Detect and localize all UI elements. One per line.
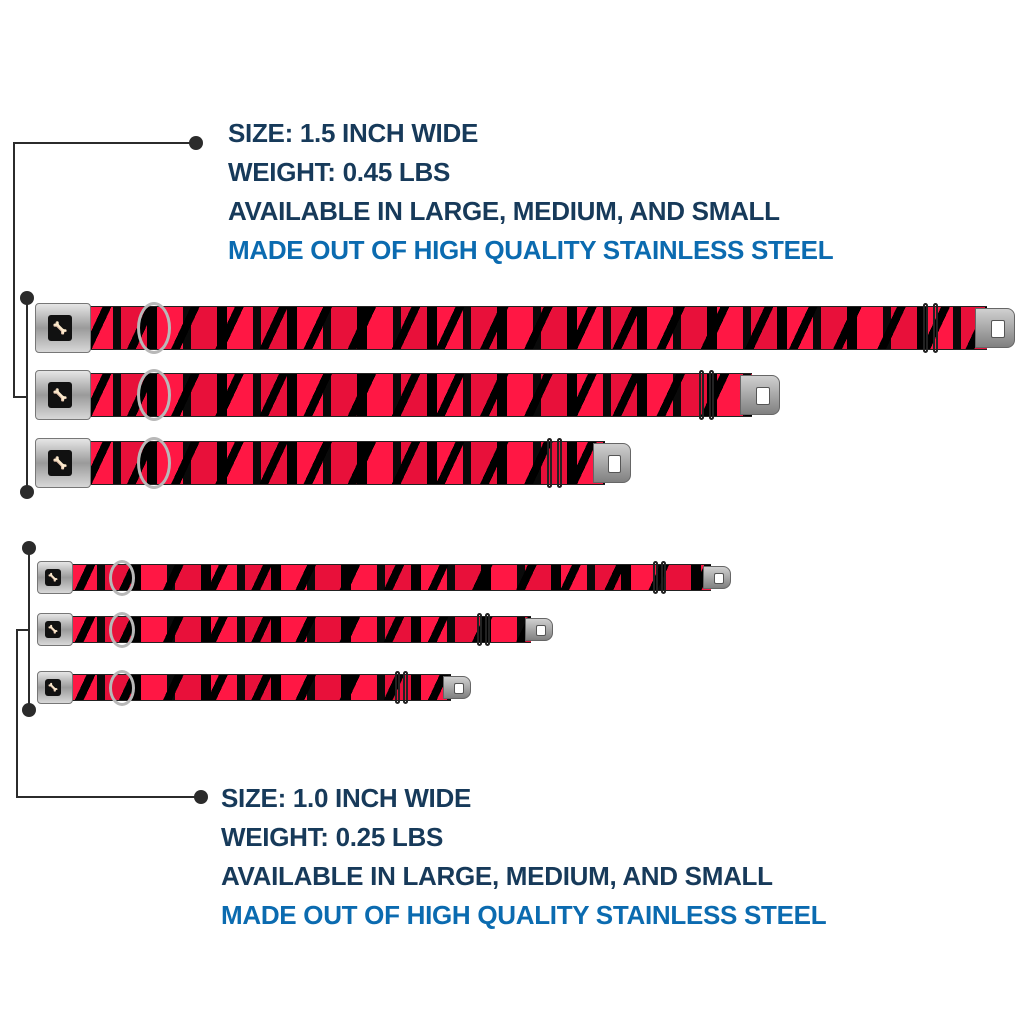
wide-collar-specs: SIZE: 1.5 INCH WIDE WEIGHT: 0.45 LBS AVA… (228, 114, 834, 270)
collar-keeper (395, 671, 400, 704)
connector-dot (20, 485, 34, 499)
collar-strap (71, 564, 711, 591)
collar-buckle: 🦴 (35, 303, 91, 353)
connector-dot (189, 136, 203, 150)
bone-icon: 🦴 (45, 568, 61, 587)
collar-keeper (923, 303, 928, 353)
spec-availability: AVAILABLE IN LARGE, MEDIUM, AND SMALL (221, 861, 773, 891)
collar-keeper (485, 613, 490, 646)
collar-buckle-tab (975, 308, 1015, 348)
collar-keeper (477, 613, 482, 646)
collar-keeper (547, 438, 552, 488)
collar-buckle: 🦴 (37, 671, 73, 704)
d-ring (109, 612, 135, 648)
connector-line (26, 298, 28, 492)
bone-icon: 🦴 (45, 620, 61, 639)
connector-line (16, 796, 200, 798)
connector-dot (20, 291, 34, 305)
spec-size: SIZE: 1.0 INCH WIDE (221, 783, 471, 813)
collar-keeper (403, 671, 408, 704)
d-ring (137, 437, 171, 489)
collar-buckle-tab (525, 618, 553, 641)
spec-material: MADE OUT OF HIGH QUALITY STAINLESS STEEL (221, 900, 827, 930)
narrow-collar-small: 🦴 (37, 670, 471, 706)
collar-buckle: 🦴 (37, 561, 73, 594)
connector-line (28, 548, 30, 710)
spec-availability: AVAILABLE IN LARGE, MEDIUM, AND SMALL (228, 196, 780, 226)
collar-strap (87, 306, 987, 350)
collar-keeper (661, 561, 666, 594)
connector-dot (22, 541, 36, 555)
collar-strap (71, 616, 531, 643)
connector-line (13, 142, 195, 144)
connector-dot (22, 703, 36, 717)
narrow-collar-large: 🦴 (37, 560, 731, 596)
connector-line (16, 629, 18, 798)
spec-size: SIZE: 1.5 INCH WIDE (228, 118, 478, 148)
wide-collar-small: 🦴 (35, 437, 631, 489)
collar-buckle-tab (740, 375, 780, 415)
collar-keeper (699, 370, 704, 420)
collar-buckle-tab (443, 676, 471, 699)
narrow-collar-specs: SIZE: 1.0 INCH WIDE WEIGHT: 0.25 LBS AVA… (221, 779, 827, 935)
collar-strap (87, 373, 752, 417)
d-ring (109, 560, 135, 596)
spec-weight: WEIGHT: 0.25 LBS (221, 822, 444, 852)
collar-buckle: 🦴 (37, 613, 73, 646)
wide-collar-medium: 🦴 (35, 369, 780, 421)
collar-keeper (557, 438, 562, 488)
collar-keeper (933, 303, 938, 353)
bone-icon: 🦴 (47, 449, 73, 477)
connector-dot (194, 790, 208, 804)
narrow-collar-medium: 🦴 (37, 612, 553, 648)
connector-line (13, 396, 28, 398)
collar-strap (87, 441, 605, 485)
connector-line (16, 629, 29, 631)
collar-buckle: 🦴 (35, 438, 91, 488)
bone-icon: 🦴 (45, 678, 61, 697)
collar-buckle-tab (703, 566, 731, 589)
collar-buckle: 🦴 (35, 370, 91, 420)
spec-weight: WEIGHT: 0.45 LBS (228, 157, 451, 187)
connector-line (13, 142, 15, 398)
bone-icon: 🦴 (47, 314, 73, 342)
d-ring (137, 302, 171, 354)
bone-icon: 🦴 (47, 381, 73, 409)
spec-material: MADE OUT OF HIGH QUALITY STAINLESS STEEL (228, 235, 834, 265)
collar-buckle-tab (593, 443, 631, 483)
collar-keeper (709, 370, 714, 420)
d-ring (137, 369, 171, 421)
wide-collar-large: 🦴 (35, 302, 1015, 354)
collar-keeper (653, 561, 658, 594)
d-ring (109, 670, 135, 706)
